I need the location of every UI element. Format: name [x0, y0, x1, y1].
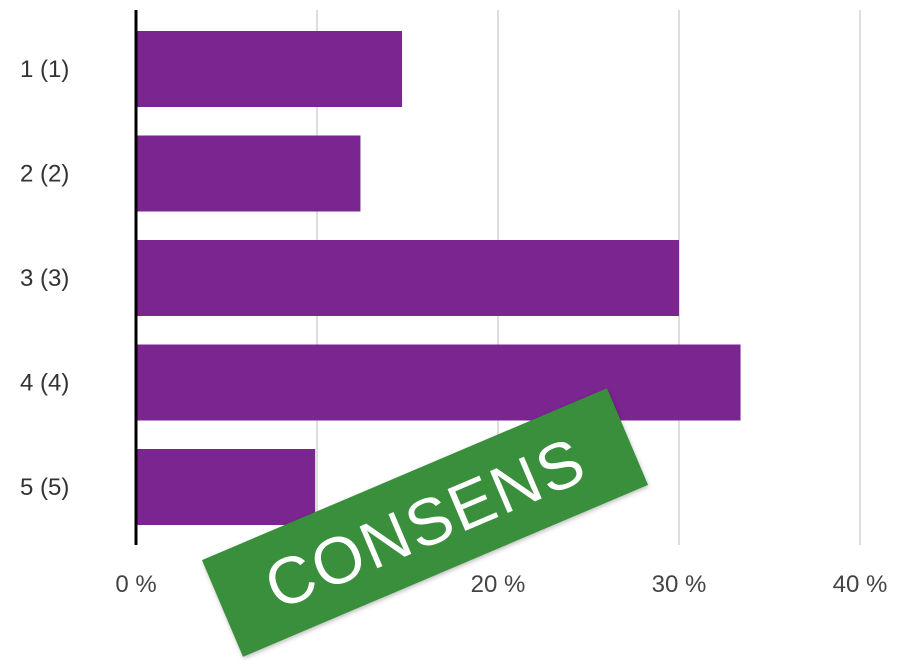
- bars: [136, 31, 741, 525]
- category-label: 2 (2): [20, 161, 69, 188]
- x-tick-label: 40 %: [833, 571, 888, 598]
- bar: [136, 135, 361, 212]
- bar: [136, 31, 403, 107]
- bar: [136, 344, 741, 421]
- category-labels: 1 (1) 2 (2) 3 (3) 4 (4) 5 (5): [20, 56, 69, 501]
- x-tick-label: 20 %: [471, 571, 526, 598]
- category-label: 4 (4): [20, 370, 69, 397]
- bar: [136, 240, 679, 316]
- category-label: 5 (5): [20, 474, 69, 501]
- x-tick-label: 30 %: [652, 571, 707, 598]
- category-label: 3 (3): [20, 265, 69, 292]
- category-label: 1 (1): [20, 56, 69, 83]
- x-tick-label: 0 %: [115, 571, 156, 598]
- bar: [136, 449, 316, 525]
